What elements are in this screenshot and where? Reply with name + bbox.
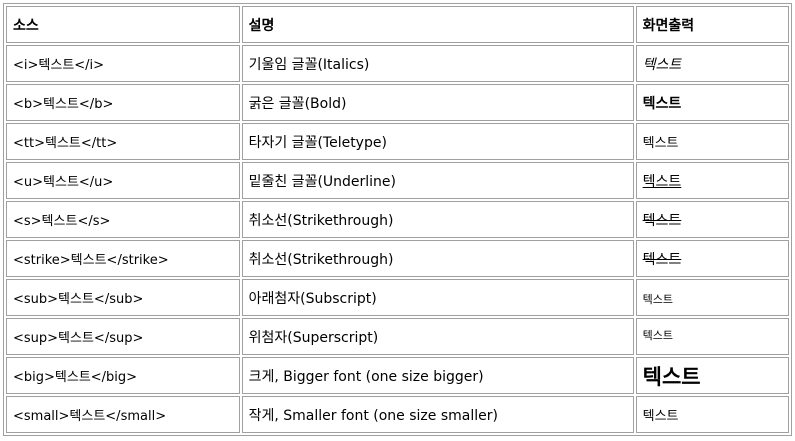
description-cell: 취소선(Strikethrough): [241, 201, 634, 238]
table-row: <sub>텍스트</sub> 아래첨자(Subscript) 텍스트: [6, 279, 789, 316]
source-cell: <tt>텍스트</tt>: [6, 123, 240, 160]
source-cell: <i>텍스트</i>: [6, 45, 240, 82]
source-cell: <u>텍스트</u>: [6, 162, 240, 199]
output-sample-text: 텍스트: [642, 173, 682, 190]
source-cell: <sup>텍스트</sup>: [6, 318, 240, 355]
source-cell: <s>텍스트</s>: [6, 201, 240, 238]
source-cell: <sub>텍스트</sub>: [6, 279, 240, 316]
output-sample-text: 텍스트: [642, 329, 673, 342]
output-sample-text: 텍스트: [642, 136, 679, 151]
table-row: <b>텍스트</b> 굵은 글꼴(Bold) 텍스트: [6, 84, 789, 121]
output-cell: 텍스트: [635, 201, 789, 238]
output-cell: 텍스트: [635, 123, 789, 160]
description-cell: 위첨자(Superscript): [241, 318, 634, 355]
table-row: <small>텍스트</small> 작게, Smaller font (one …: [6, 396, 789, 433]
output-sample-text: 텍스트: [642, 212, 682, 229]
output-cell: 텍스트: [635, 240, 789, 277]
output-sample-text: 텍스트: [642, 95, 682, 112]
output-cell: 텍스트: [635, 279, 789, 316]
header-output: 화면출력: [635, 6, 789, 43]
source-cell: <big>텍스트</big>: [6, 357, 240, 394]
header-source: 소스: [6, 6, 240, 43]
output-cell: 텍스트: [635, 45, 789, 82]
description-cell: 타자기 글꼴(Teletype): [241, 123, 634, 160]
table-row: <i>텍스트</i> 기울임 글꼴(Italics) 텍스트: [6, 45, 789, 82]
output-cell: 텍스트: [635, 357, 789, 394]
table-row: <sup>텍스트</sup> 위첨자(Superscript) 텍스트: [6, 318, 789, 355]
output-cell: 텍스트: [635, 84, 789, 121]
table-row: <strike>텍스트</strike> 취소선(Strikethrough) 텍스…: [6, 240, 789, 277]
output-sample-text: 텍스트: [642, 364, 701, 389]
source-cell: <small>텍스트</small>: [6, 396, 240, 433]
table-header-row: 소스 설명 화면출력: [6, 6, 789, 43]
output-cell: 텍스트: [635, 318, 789, 355]
table-row: <s>텍스트</s> 취소선(Strikethrough) 텍스트: [6, 201, 789, 238]
output-cell: 텍스트: [635, 396, 789, 433]
description-cell: 아래첨자(Subscript): [241, 279, 634, 316]
source-cell: <b>텍스트</b>: [6, 84, 240, 121]
description-cell: 크게, Bigger font (one size bigger): [241, 357, 634, 394]
html-format-tags-table: 소스 설명 화면출력 <i>텍스트</i> 기울임 글꼴(Italics) 텍스트 <…: [3, 3, 792, 436]
header-description: 설명: [241, 6, 634, 43]
description-cell: 굵은 글꼴(Bold): [241, 84, 634, 121]
table-body: <i>텍스트</i> 기울임 글꼴(Italics) 텍스트 <b>텍스트</b> 굵은…: [6, 45, 789, 433]
table-row: <u>텍스트</u> 밑줄친 글꼴(Underline) 텍스트: [6, 162, 789, 199]
output-sample-text: 텍스트: [642, 409, 679, 424]
description-cell: 기울임 글꼴(Italics): [241, 45, 634, 82]
output-sample-text: 텍스트: [642, 251, 682, 268]
table-row: <big>텍스트</big> 크게, Bigger font (one size …: [6, 357, 789, 394]
description-cell: 취소선(Strikethrough): [241, 240, 634, 277]
description-cell: 작게, Smaller font (one size smaller): [241, 396, 634, 433]
table-row: <tt>텍스트</tt> 타자기 글꼴(Teletype) 텍스트: [6, 123, 789, 160]
output-cell: 텍스트: [635, 162, 789, 199]
output-sample-text: 텍스트: [642, 293, 673, 306]
output-sample-text: 텍스트: [642, 56, 682, 73]
source-cell: <strike>텍스트</strike>: [6, 240, 240, 277]
description-cell: 밑줄친 글꼴(Underline): [241, 162, 634, 199]
